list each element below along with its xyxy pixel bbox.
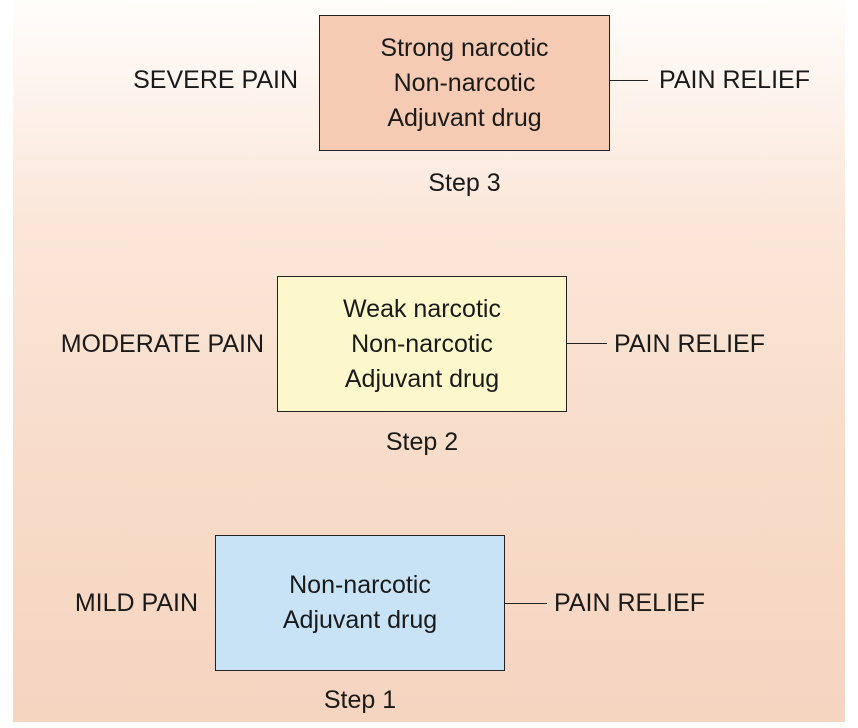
drug-item: Weak narcotic [343,294,501,323]
pain-level-severe: SEVERE PAIN [133,66,298,94]
step-label-3: Step 3 [428,169,501,197]
outcome-pain-relief: PAIN RELIEF [554,589,705,617]
outcome-pain-relief: PAIN RELIEF [659,66,810,94]
drug-item: Non-narcotic [351,329,493,358]
drug-item: Non-narcotic [289,571,431,599]
connector-line [610,80,648,81]
connector-line [567,343,607,344]
outcome-pain-relief: PAIN RELIEF [614,330,765,358]
step-label-1: Step 1 [323,686,397,714]
drug-item: Strong narcotic [380,33,549,62]
pain-level-mild: MILD PAIN [74,589,198,617]
drug-item: Adjuvant drug [344,364,500,393]
connector-line [505,603,547,604]
drug-box-step-2: Weak narcotic Non-narcotic Adjuvant drug [277,276,567,412]
drug-box-step-1: Non-narcotic Adjuvant drug [215,535,505,671]
drug-item: Adjuvant drug [387,103,542,132]
drug-item: Non-narcotic [393,68,536,97]
drug-box-step-3: Strong narcotic Non-narcotic Adjuvant dr… [319,15,610,151]
pain-level-moderate: MODERATE PAIN [60,330,264,358]
drug-item: Adjuvant drug [282,606,438,634]
step-label-2: Step 2 [385,428,459,456]
